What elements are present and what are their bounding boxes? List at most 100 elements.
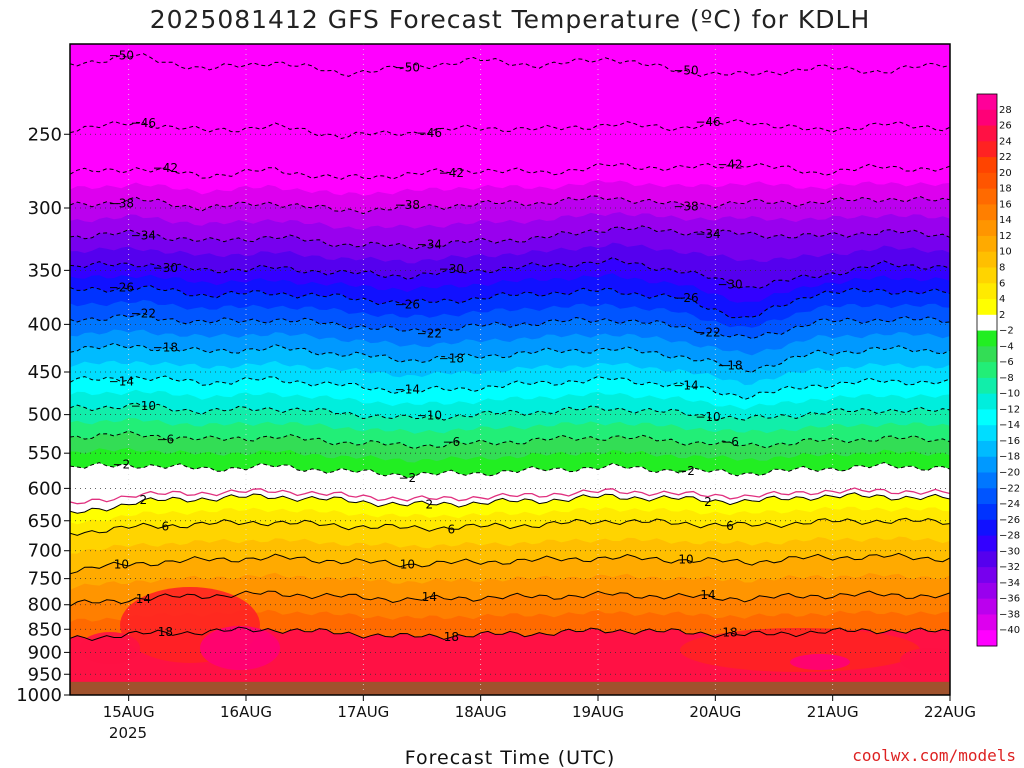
warm-core-region — [790, 654, 850, 670]
contour-label: 10 — [400, 558, 415, 572]
x-tick-label: 21AUG — [807, 703, 859, 721]
credit-link[interactable]: coolwx.com/models — [852, 746, 1016, 765]
x-axis-ticks: 15AUG 16AUG 17AUG 18AUG 19AUG 20AUG 21AUG 22AUG — [103, 695, 976, 721]
colorbar-swatch — [977, 109, 997, 127]
colorbar-tick-label: 4 — [999, 294, 1005, 305]
y-tick-label: 750 — [28, 569, 62, 590]
contour-label: 6 — [726, 519, 734, 533]
colorbar-swatch — [977, 125, 997, 142]
colorbar-tick-label: 10 — [999, 247, 1012, 258]
contour-label: −34 — [131, 229, 156, 243]
colorbar-swatch — [977, 267, 997, 284]
colorbar-tick-label: −26 — [999, 515, 1020, 526]
contour-label: −42 — [153, 161, 178, 175]
contour-label: −10 — [417, 408, 442, 422]
contour-line — [70, 256, 950, 289]
x-tick-label: 16AUG — [220, 703, 272, 721]
x-axis-year: 2025 — [109, 724, 147, 742]
colorbar-swatch — [977, 630, 997, 647]
colorbar-tick-label: −2 — [999, 326, 1014, 337]
contour-label: −26 — [109, 280, 134, 294]
contour-label: 14 — [700, 588, 715, 602]
y-tick-label: 250 — [28, 124, 62, 145]
colorbar-swatch — [977, 582, 997, 600]
colorbar-tick-label: −12 — [999, 404, 1020, 415]
colorbar-swatch — [977, 204, 997, 221]
colorbar-swatch — [977, 251, 997, 268]
contour-label: −14 — [395, 382, 420, 396]
contour-label: 10 — [114, 558, 129, 572]
colorbar-tick-label: 20 — [999, 168, 1012, 179]
contour-label: −38 — [395, 198, 420, 212]
colorbar-swatch — [977, 94, 997, 111]
y-tick-label: 1000 — [16, 685, 62, 706]
colorbar-swatch — [977, 220, 997, 237]
contour-label: −10 — [695, 410, 720, 424]
colorbar-swatch — [977, 314, 997, 332]
colorbar-swatch — [977, 472, 997, 489]
colorbar-tick-label: −10 — [999, 389, 1020, 400]
temperature-bands — [70, 44, 950, 695]
contour-label: −2 — [112, 457, 130, 471]
y-tick-label: 400 — [28, 314, 62, 335]
colorbar-swatch — [977, 172, 997, 190]
y-tick-label: 550 — [28, 443, 62, 464]
x-tick-label: 15AUG — [103, 703, 155, 721]
contour-line — [70, 430, 950, 450]
colorbar-tick-label: 12 — [999, 231, 1012, 242]
contour-line — [70, 195, 950, 215]
colorbar-swatch — [977, 299, 997, 316]
colorbar-tick-label: −22 — [999, 483, 1020, 494]
colorbar-tick-label: 28 — [999, 105, 1012, 116]
y-tick-label: 850 — [28, 619, 62, 640]
contour-label: −30 — [439, 262, 464, 276]
contour-label: 14 — [422, 590, 437, 604]
colorbar-swatch — [977, 346, 997, 363]
colorbar-swatch — [977, 377, 997, 395]
contour-label: −6 — [442, 435, 460, 449]
colorbar-tick-label: 2 — [999, 310, 1005, 321]
contour-line — [70, 53, 950, 77]
contour-label: −2 — [677, 464, 695, 478]
contour-label: −50 — [109, 49, 134, 63]
contour-label: −22 — [695, 326, 720, 340]
colorbar-swatch — [977, 567, 997, 584]
freezing-level-line — [70, 487, 950, 505]
contour-label: 18 — [158, 625, 173, 639]
colorbar-swatch — [977, 535, 997, 552]
contour-line — [70, 492, 950, 514]
x-tick-label: 22AUG — [924, 703, 976, 721]
contour-label: 18 — [722, 625, 737, 639]
y-tick-label: 650 — [28, 511, 62, 532]
y-tick-label: 350 — [28, 260, 62, 281]
contour-label: −34 — [695, 227, 720, 241]
colorbar-swatch — [977, 188, 997, 205]
colorbar-tick-label: −14 — [999, 420, 1020, 431]
contour-line — [70, 342, 950, 373]
colorbar-tick-label: −6 — [999, 357, 1014, 368]
colorbar-tick-label: −34 — [999, 578, 1020, 589]
contour-line — [70, 312, 950, 340]
contour-label: −50 — [395, 60, 420, 74]
colorbar-tick-label: −20 — [999, 468, 1020, 479]
colorbar-swatch — [977, 157, 997, 174]
colorbar-tick-label: −40 — [999, 625, 1020, 636]
colorbar-tick-label: 24 — [999, 136, 1012, 147]
colorbar-swatch — [977, 141, 997, 158]
colorbar-tick-label: 26 — [999, 121, 1012, 132]
y-tick-label: 950 — [28, 664, 62, 685]
plot-area: −50 −50 −50 −46 −46 −46 −42 −42 −42 −38 −38 −38 −34 −… — [70, 44, 950, 695]
colorbar-swatch — [977, 519, 997, 537]
contour-lines — [70, 53, 950, 642]
x-tick-label: 18AUG — [455, 703, 507, 721]
colorbar-swatch — [977, 488, 997, 505]
colorbar-tick-label: −16 — [999, 436, 1020, 447]
contour-line — [70, 626, 950, 642]
contour-label: −14 — [109, 375, 134, 389]
colorbar-tick-label: −32 — [999, 562, 1020, 573]
contour-label: −42 — [717, 158, 742, 172]
colorbar-tick-label: −18 — [999, 452, 1020, 463]
y-tick-label: 800 — [28, 595, 62, 616]
contour-label: 14 — [136, 592, 151, 606]
